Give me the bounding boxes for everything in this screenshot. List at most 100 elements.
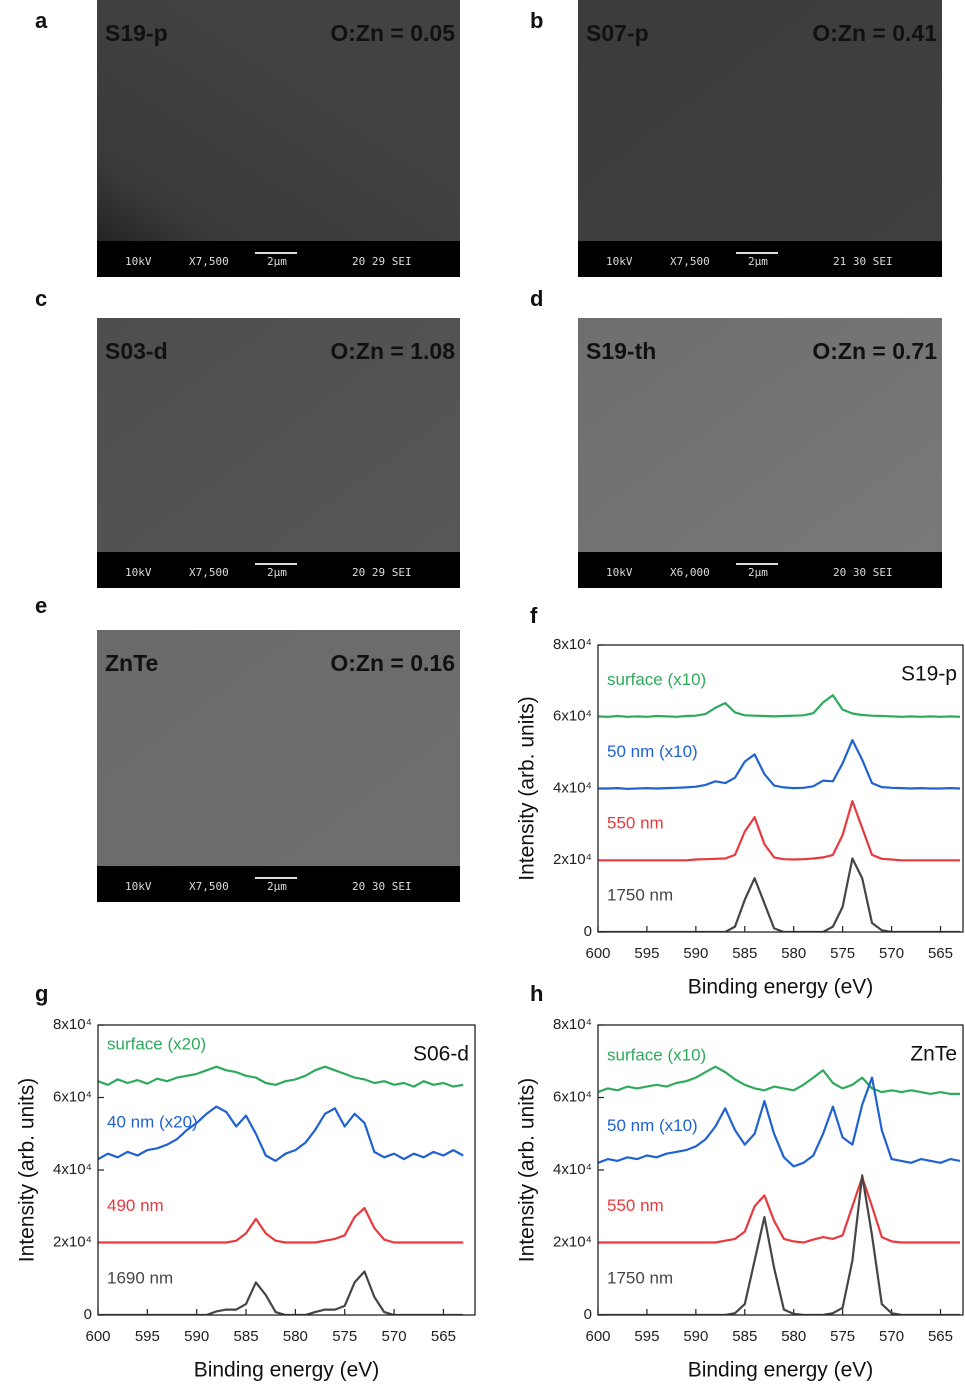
chart-title: ZnTe (910, 1043, 957, 1066)
plot-frame (97, 1024, 476, 1316)
series-label: 50 nm (x10) (607, 1116, 698, 1135)
y-tick-label: 8x10⁴ (553, 1016, 592, 1033)
x-tick-label: 565 (431, 1328, 456, 1345)
sem-image (97, 318, 460, 588)
spectrum-line (598, 1065, 961, 1095)
sem-image (97, 630, 460, 902)
y-tick-label: 8x10⁴ (553, 636, 592, 653)
x-tick-label: 585 (234, 1328, 259, 1345)
spectrum-line (98, 1065, 464, 1088)
sem-info-bar (97, 552, 460, 588)
spectrum-line (598, 739, 961, 790)
x-tick-label: 565 (928, 1328, 953, 1345)
sample-name: S19-p (105, 20, 168, 46)
spectrum-line (598, 1176, 961, 1244)
panel-letter: d (530, 286, 543, 311)
spectrum-line (598, 1076, 961, 1168)
sample-name: ZnTe (105, 650, 158, 676)
sem-info: X7,500 (189, 255, 229, 268)
sem-info: 20 30 SEI (352, 880, 412, 893)
series-label: surface (x20) (107, 1035, 206, 1054)
y-tick-label: 6x10⁴ (53, 1088, 92, 1105)
series-label: 1690 nm (107, 1268, 173, 1287)
series-label: 40 nm (x20) (107, 1113, 198, 1132)
y-tick-label: 4x10⁴ (53, 1161, 92, 1178)
x-tick-label: 595 (634, 1328, 659, 1345)
x-tick-label: 580 (283, 1328, 308, 1345)
x-tick-label: 575 (830, 945, 855, 962)
y-tick-label: 0 (84, 1306, 92, 1323)
series-label: 1750 nm (607, 1268, 673, 1287)
series-label: surface (x10) (607, 1046, 706, 1065)
x-tick-label: 590 (184, 1328, 209, 1345)
y-axis-label: Intensity (arb. units) (16, 1078, 39, 1262)
series-label: 50 nm (x10) (607, 742, 698, 761)
panel-letter: f (530, 603, 538, 628)
oxygen-ratio: O:Zn = 0.71 (812, 338, 937, 364)
y-tick-label: 4x10⁴ (553, 779, 592, 796)
oxygen-ratio: O:Zn = 0.16 (330, 650, 455, 676)
spectrum-line (598, 800, 961, 862)
sem-info-bar (578, 552, 942, 588)
sem-image (578, 318, 942, 588)
panel-letter: b (530, 8, 543, 33)
panel-letter: c (35, 286, 47, 311)
x-tick-label: 600 (85, 1328, 110, 1345)
y-tick-label: 4x10⁴ (553, 1161, 592, 1178)
x-tick-label: 570 (879, 945, 904, 962)
sem-image (97, 0, 460, 277)
sem-info: 2μm (267, 255, 287, 268)
y-tick-label: 8x10⁴ (53, 1016, 92, 1033)
spectrum-line (98, 1105, 464, 1162)
sem-info: 20 30 SEI (833, 566, 893, 579)
y-tick-label: 0 (584, 923, 592, 940)
sem-info: 2μm (748, 566, 768, 579)
y-tick-label: 0 (584, 1306, 592, 1323)
x-axis-label: Binding energy (eV) (688, 976, 874, 999)
y-tick-label: 6x10⁴ (553, 708, 592, 725)
sem-info: 21 30 SEI (833, 255, 893, 268)
series-label: 550 nm (607, 814, 664, 833)
sem-info: X7,500 (189, 566, 229, 579)
series-label: 550 nm (607, 1196, 664, 1215)
sem-info: X6,000 (670, 566, 710, 579)
plot-frame (597, 1024, 964, 1316)
panel-letter: g (35, 981, 48, 1006)
y-tick-label: 6x10⁴ (553, 1088, 592, 1105)
panel-letter: a (35, 8, 48, 33)
x-tick-label: 565 (928, 945, 953, 962)
sem-info-bar (97, 866, 460, 902)
sem-info: 2μm (267, 566, 287, 579)
spectrum-line (598, 694, 961, 718)
y-axis-label: Intensity (arb. units) (516, 696, 539, 880)
x-tick-label: 600 (585, 1328, 610, 1345)
oxygen-ratio: O:Zn = 0.41 (812, 20, 937, 46)
sem-info: 20 29 SEI (352, 255, 412, 268)
x-tick-label: 595 (634, 945, 659, 962)
sem-info: 2μm (748, 255, 768, 268)
series-label: 490 nm (107, 1196, 164, 1215)
plot-frame (597, 644, 964, 933)
x-tick-label: 590 (683, 945, 708, 962)
spectrum-line (98, 1207, 464, 1244)
x-tick-label: 600 (585, 945, 610, 962)
sem-info: 10kV (125, 566, 152, 579)
y-tick-label: 2x10⁴ (553, 851, 592, 868)
sem-info-bar (578, 241, 942, 277)
sem-info: 10kV (606, 566, 633, 579)
sem-info: 10kV (606, 255, 633, 268)
x-tick-label: 575 (830, 1328, 855, 1345)
panel-letter: e (35, 593, 47, 618)
x-tick-label: 570 (879, 1328, 904, 1345)
chart-title: S19-p (901, 663, 957, 686)
x-tick-label: 580 (781, 1328, 806, 1345)
sem-info: 2μm (267, 880, 287, 893)
x-tick-label: 595 (135, 1328, 160, 1345)
sem-info: X7,500 (670, 255, 710, 268)
x-tick-label: 570 (382, 1328, 407, 1345)
sem-info: 10kV (125, 880, 152, 893)
sem-image (578, 0, 942, 277)
chart-title: S06-d (413, 1043, 469, 1066)
x-axis-label: Binding energy (eV) (194, 1359, 380, 1382)
